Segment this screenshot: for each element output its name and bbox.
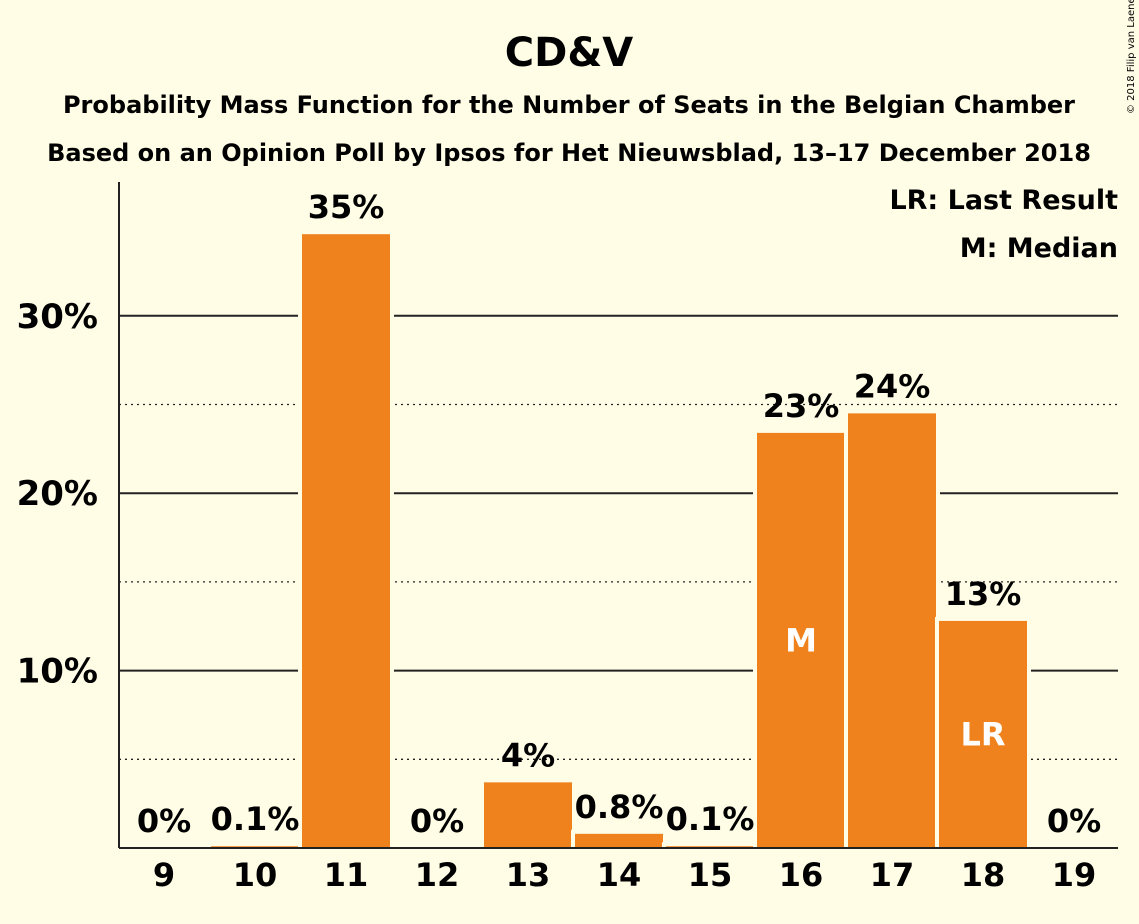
bar-halo [662, 842, 758, 848]
y-tick-label: 30% [17, 297, 98, 337]
marker-label-m: M [785, 621, 817, 659]
x-tick-label: 14 [597, 856, 642, 894]
bars [207, 230, 1031, 849]
chart-subtitle-1: Probability Mass Function for the Number… [63, 91, 1075, 119]
legend-last-result: LR: Last Result [889, 185, 1118, 216]
bar-14 [575, 833, 663, 848]
value-label-19: 0% [1047, 802, 1101, 840]
x-tick-label: 19 [1052, 856, 1097, 894]
chart-title: CD&V [505, 30, 633, 76]
value-label-13: 4% [501, 736, 555, 774]
bar-18 [939, 620, 1027, 848]
x-tick-label: 12 [415, 856, 460, 894]
value-label-14: 0.8% [575, 788, 664, 826]
value-label-9: 0% [137, 802, 191, 840]
bar-17 [848, 413, 936, 848]
bar-11 [302, 234, 390, 849]
x-tick-label: 15 [688, 856, 733, 894]
copyright-credit: © 2018 Filip van Laenen [1126, 0, 1137, 114]
x-tick-label: 9 [153, 856, 175, 894]
y-tick-label: 20% [17, 474, 98, 514]
value-labels: 10% 20% 30% 0% 9 0.1% 10 35% 11 0% 12 4% 13 0.8% 14 0.1… [17, 188, 1102, 894]
value-label-11: 35% [308, 188, 385, 226]
bar-halo [207, 842, 303, 848]
value-label-16: 23% [763, 387, 840, 425]
y-tick-label: 10% [17, 652, 98, 692]
x-tick-label: 16 [779, 856, 824, 894]
x-tick-label: 18 [961, 856, 1006, 894]
chart-subtitle-2: Based on an Opinion Poll by Ipsos for He… [47, 139, 1091, 167]
x-tick-label: 17 [870, 856, 915, 894]
value-label-15: 0.1% [666, 800, 755, 838]
value-label-18: 13% [945, 575, 1022, 613]
value-label-12: 0% [410, 802, 464, 840]
legend-median: M: Median [960, 233, 1118, 264]
bar-16 [757, 432, 845, 848]
axes [118, 182, 1118, 849]
x-tick-label: 10 [233, 856, 278, 894]
value-label-10: 0.1% [211, 800, 300, 838]
value-label-17: 24% [854, 367, 931, 405]
x-tick-label: 13 [506, 856, 551, 894]
marker-label-lr: LR [960, 715, 1005, 753]
bar-13 [484, 782, 572, 848]
x-tick-label: 11 [324, 856, 369, 894]
